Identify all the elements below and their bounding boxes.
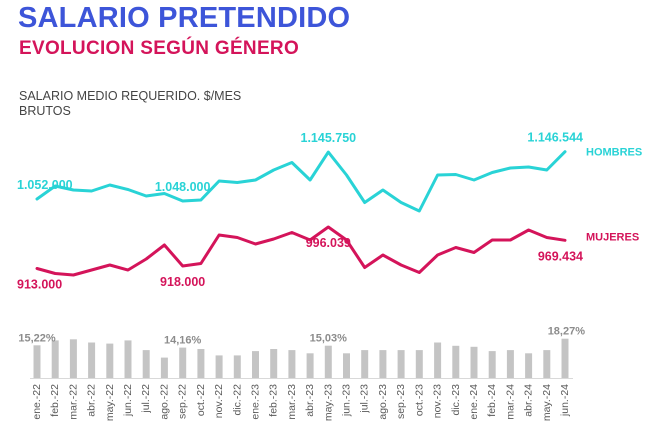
- x-tick-label: sep.-23: [395, 384, 407, 419]
- x-tick-label: sep.-22: [177, 384, 189, 419]
- x-tick-label: dic.-22: [231, 384, 243, 416]
- x-tick-label: feb.-23: [268, 384, 280, 417]
- bar: [543, 350, 551, 378]
- x-tick-label: may.-22: [104, 384, 116, 421]
- bar: [69, 339, 77, 378]
- bar: [452, 345, 460, 379]
- x-tick-label: oct.-23: [413, 384, 425, 416]
- x-tick-label: jun.-24: [559, 384, 571, 417]
- x-tick-label: abr.-23: [304, 384, 316, 417]
- x-tick-label: mar.-24: [504, 384, 516, 420]
- bar: [33, 345, 41, 378]
- gap-bars: 15,22% 14,16% 15,03% 18,27%: [18, 326, 586, 379]
- x-tick-label: mar.-22: [67, 384, 79, 420]
- bar: [252, 351, 259, 378]
- bar-data-label: 18,27%: [548, 326, 586, 338]
- x-tick-label: feb.-22: [49, 384, 61, 417]
- x-axis: ene.-22 feb.-22 mar.-22 abr.-22 may.-22 jun.-…: [30, 378, 573, 421]
- bar: [51, 340, 59, 378]
- bar: [561, 338, 569, 378]
- x-tick-label: may.-24: [541, 384, 553, 421]
- bar: [397, 350, 405, 378]
- y-axis-label: SALARIO MEDIO REQUERIDO. $/MES BRUTOS: [19, 89, 279, 119]
- salary-lines: HOMBRES MUJERES 1.052.000 1.048.000 1.145.75…: [17, 131, 642, 292]
- x-tick-label: jul.-23: [359, 384, 371, 414]
- x-tick-label: ago.-22: [158, 384, 170, 420]
- bar: [434, 342, 442, 378]
- data-label-hombres: 1.145.750: [301, 131, 357, 145]
- chart-subtitle: EVOLUCION SEGÚN GÉNERO: [19, 38, 300, 59]
- x-tick-label: abr.-24: [523, 384, 535, 417]
- x-tick-label: ene.-22: [31, 384, 43, 420]
- bar: [124, 340, 132, 378]
- bar: [506, 350, 514, 378]
- y-axis-label-line-2: BRUTOS: [19, 104, 71, 118]
- data-label-mujeres: 969.434: [538, 249, 583, 263]
- bar: [142, 350, 150, 378]
- data-label-hombres: 1.052.000: [17, 178, 73, 192]
- x-tick-label: ene.-23: [249, 384, 261, 420]
- bar: [306, 353, 314, 378]
- series-line-mujeres: [35, 225, 567, 277]
- bar: [88, 342, 96, 378]
- x-tick-label: abr.-22: [86, 384, 98, 417]
- bar: [270, 349, 278, 378]
- bar: [160, 357, 168, 378]
- legend-label-mujeres: MUJERES: [586, 231, 639, 243]
- x-tick-label: ene.-24: [468, 384, 480, 420]
- bar: [106, 343, 114, 378]
- data-label-hombres: 1.146.544: [527, 131, 583, 145]
- bar: [379, 350, 387, 378]
- x-tick-label: may.-23: [322, 384, 334, 421]
- bar-data-label: 15,03%: [310, 333, 348, 345]
- bar: [215, 355, 223, 378]
- x-tick-label: oct.-22: [195, 384, 207, 416]
- bar: [197, 349, 205, 378]
- legend-label-hombres: HOMBRES: [586, 147, 642, 159]
- x-tick-label: jun.-22: [122, 384, 134, 417]
- x-tick-label: nov.-22: [213, 384, 225, 418]
- bar: [343, 353, 350, 378]
- bar: [179, 347, 187, 378]
- bar: [415, 350, 423, 378]
- bar: [233, 355, 241, 378]
- x-tick-label: mar.-23: [286, 384, 298, 420]
- bar: [361, 350, 369, 378]
- data-label-mujeres: 996.039: [306, 236, 351, 250]
- bar: [525, 353, 533, 378]
- y-axis-label-line-1: SALARIO MEDIO REQUERIDO. $/MES: [19, 89, 242, 103]
- chart-title: SALARIO PRETENDIDO: [18, 2, 351, 34]
- x-tick-label: jul.-22: [140, 384, 152, 414]
- bar: [488, 351, 496, 378]
- x-tick-label: jun.-23: [341, 384, 353, 417]
- bar: [470, 346, 478, 378]
- data-label-mujeres: 918.000: [160, 275, 205, 289]
- x-tick-label: dic.-23: [450, 384, 462, 416]
- x-tick-label: nov.-23: [432, 384, 444, 418]
- series-line-hombres: [35, 150, 567, 213]
- bar: [324, 345, 332, 378]
- bar-data-label: 14,16%: [164, 335, 202, 347]
- x-tick-label: feb.-24: [486, 384, 498, 417]
- bar: [288, 350, 296, 378]
- data-label-mujeres: 913.000: [17, 278, 62, 292]
- x-tick-label: ago.-23: [377, 384, 389, 420]
- bar-data-label: 15,22%: [18, 332, 56, 344]
- data-label-hombres: 1.048.000: [155, 180, 211, 194]
